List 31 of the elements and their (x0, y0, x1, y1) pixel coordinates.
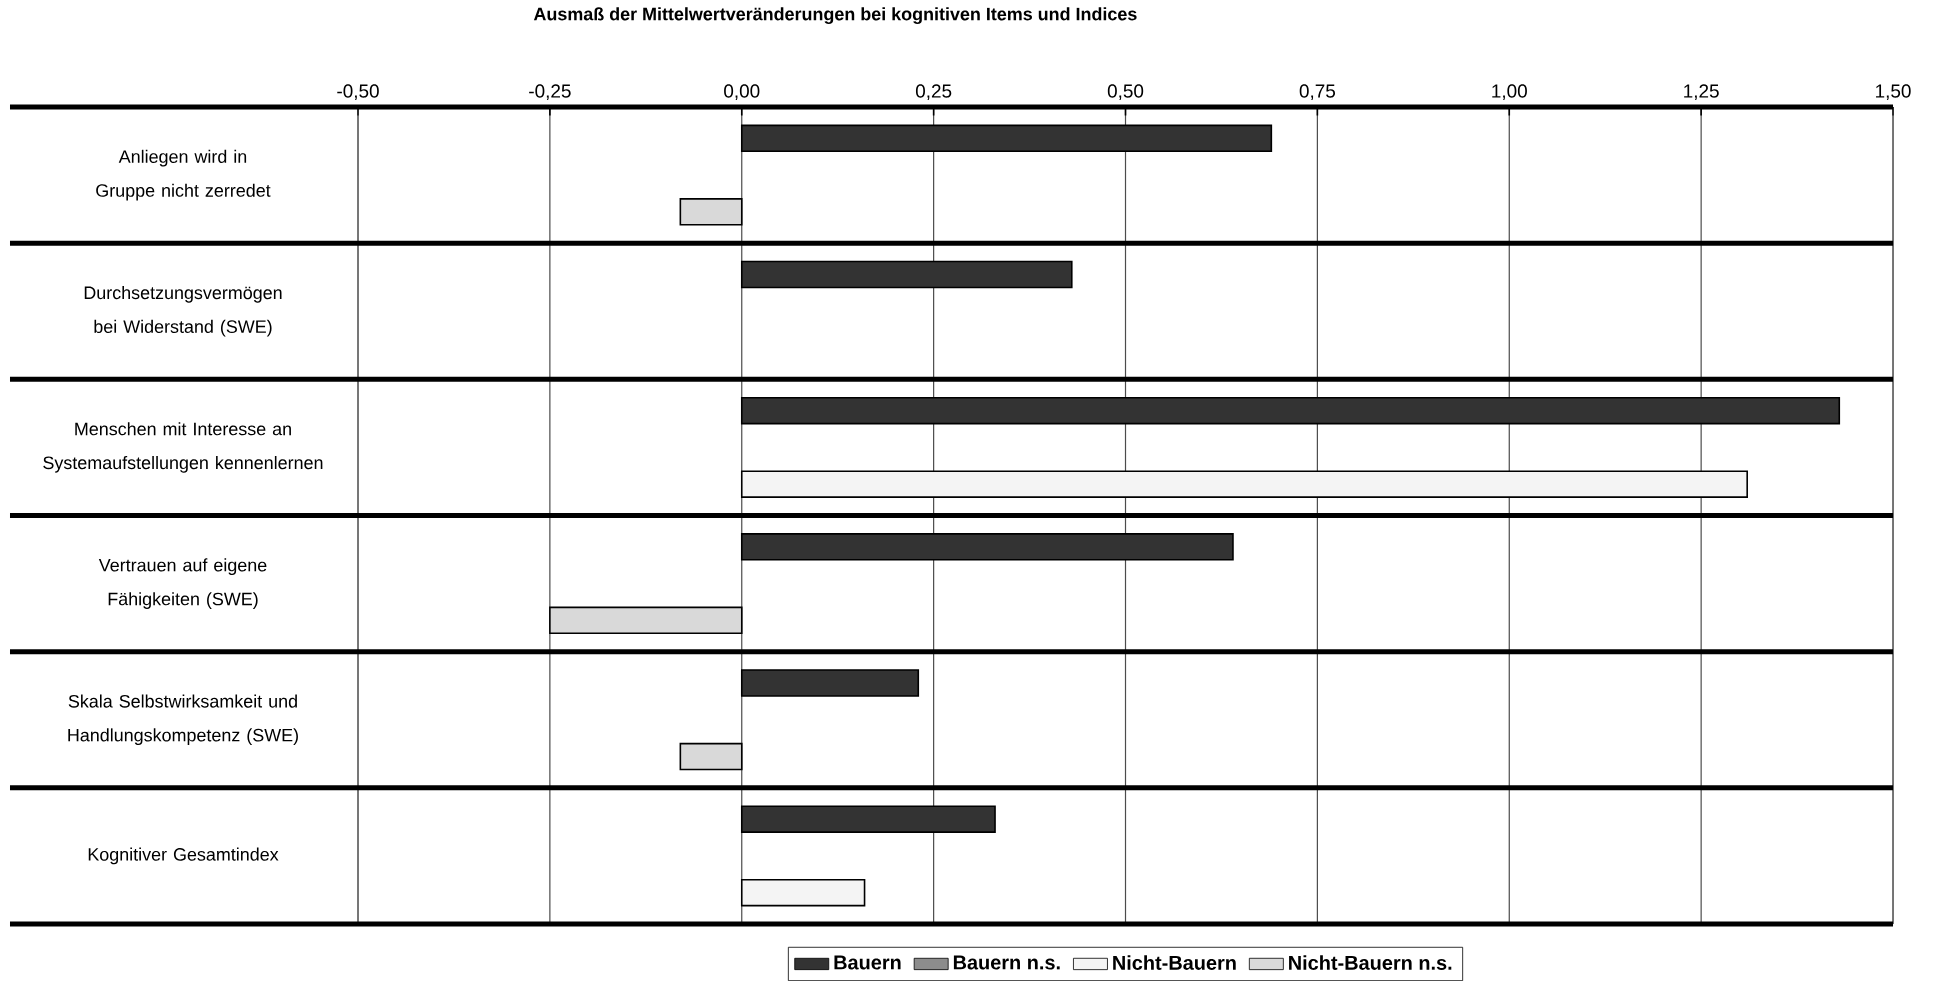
bar (549, 606, 743, 635)
chart-title: Ausmaß der Mittelwertveränderungen bei kognitiven Items und Indices (533, 7, 1137, 25)
bar (679, 198, 743, 226)
bar (740, 669, 920, 697)
x-tick-label: 0,75 (1299, 84, 1336, 100)
x-tick-label: 1,00 (1492, 84, 1527, 100)
bar (740, 470, 1748, 498)
y-tick-label: Kognitiver Gesamtindex (88, 847, 279, 865)
x-tick-label: 0,50 (1107, 84, 1144, 100)
bar (740, 878, 866, 907)
x-tick-label: 1,50 (1876, 84, 1911, 100)
x-tick-label: -0,50 (337, 84, 379, 100)
y-tick-label: Durchsetzungsvermögen bei Widerstand (SWE) (84, 285, 282, 337)
legend-label: Nicht-Bauern n.s. (1289, 955, 1452, 970)
x-tick-label: 0,25 (915, 84, 952, 100)
x-tick-label: -0,25 (529, 84, 571, 100)
bar (740, 396, 1841, 425)
y-tick-label: Vertrauen auf eigene Fähigkeiten (SWE) (98, 558, 267, 609)
legend-label: Bauern (834, 955, 901, 970)
bar (679, 742, 743, 771)
legend-label: Nicht-Bauern (1113, 955, 1236, 970)
bar (740, 124, 1273, 153)
y-tick-label: Anliegen wird in Gruppe nicht zerredet (96, 149, 271, 201)
y-tick-label: Skala Selbstwirksamkeit und Handlungskompetenz (SWE) (68, 694, 298, 746)
y-tick-label: Menschen mit Interesse an Systemaufstellungen kennenlernen (43, 422, 323, 473)
x-tick-label: 0,00 (724, 84, 760, 100)
bar (740, 805, 996, 833)
legend-label: Bauern n.s. (953, 955, 1060, 970)
bar (740, 533, 1234, 561)
bar (740, 260, 1073, 289)
x-tick-label: 1,25 (1684, 84, 1719, 100)
